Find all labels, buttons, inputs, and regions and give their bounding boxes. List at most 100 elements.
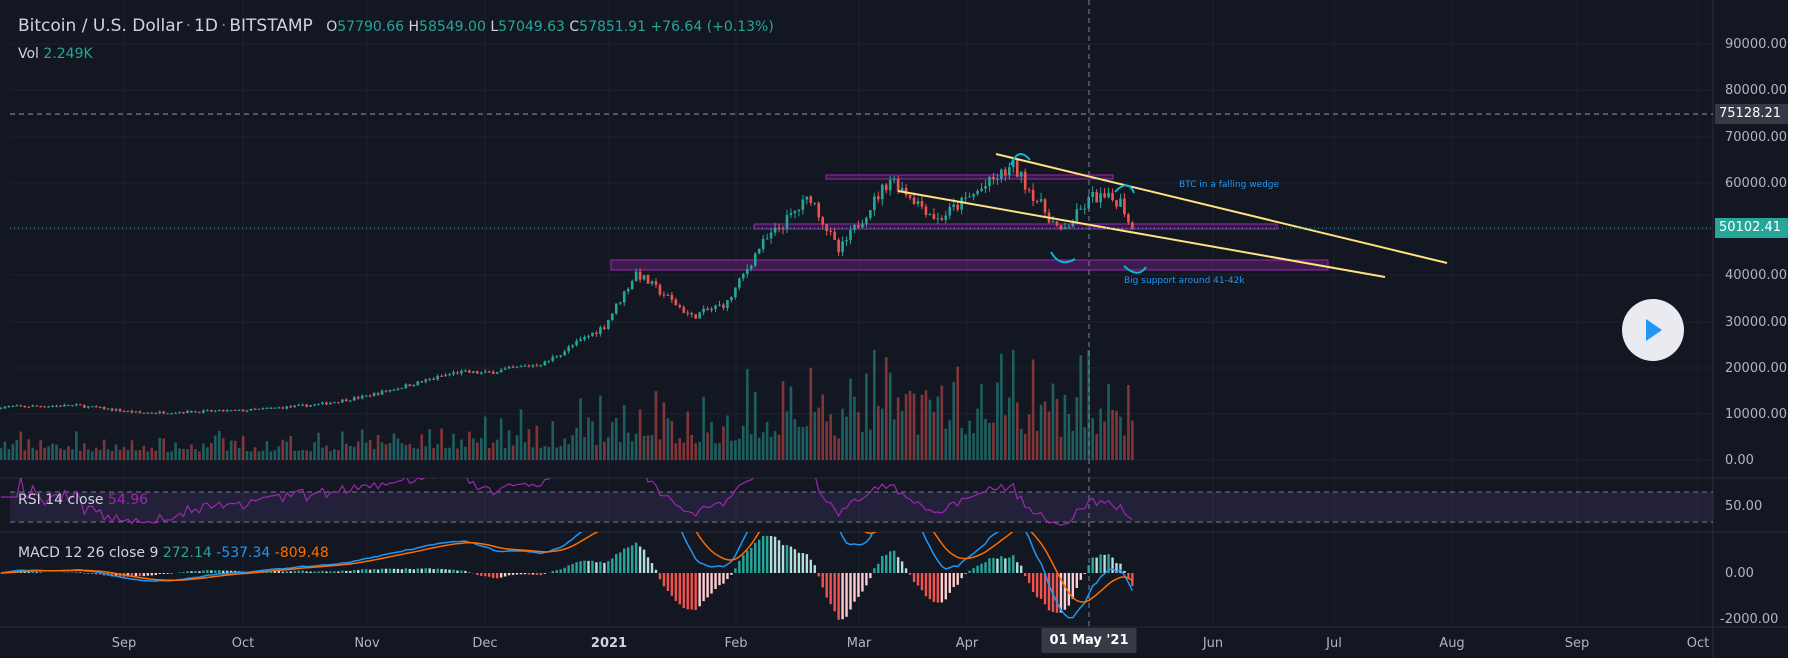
macd-hist-bar bbox=[551, 570, 554, 573]
volume-bar bbox=[229, 440, 233, 460]
volume-bar bbox=[297, 450, 300, 460]
macd-hist-bar bbox=[146, 573, 150, 576]
macd-hist-bar bbox=[714, 573, 717, 590]
volume-bar bbox=[1055, 398, 1059, 460]
candle-body bbox=[916, 201, 920, 204]
macd-hist-bar bbox=[372, 568, 376, 573]
last-price-tag: 50102.41 bbox=[1715, 218, 1788, 238]
macd-hist-bar bbox=[1111, 557, 1114, 573]
candle-body bbox=[182, 412, 185, 414]
macd-legend[interactable]: MACD 12 26 close 9 272.14 -537.34 -809.4… bbox=[18, 545, 329, 561]
candle-body bbox=[348, 400, 352, 402]
candle-body bbox=[444, 374, 447, 377]
candle-body bbox=[428, 378, 431, 380]
candle-body bbox=[630, 281, 634, 290]
candle-body bbox=[1031, 189, 1035, 201]
candle-body bbox=[1055, 221, 1059, 226]
annotation-support[interactable]: Big support around 41-42k bbox=[1124, 276, 1245, 286]
candle-body bbox=[452, 372, 455, 375]
macd-hist-bar bbox=[114, 573, 118, 577]
macd-hist-bar bbox=[353, 569, 356, 573]
volume-bar bbox=[642, 435, 646, 460]
volume-bar bbox=[352, 446, 356, 460]
candle-body bbox=[511, 366, 515, 368]
symbol-name[interactable]: Bitcoin / U.S. Dollar bbox=[18, 16, 183, 36]
volume-bar bbox=[1095, 433, 1098, 460]
candle-body bbox=[400, 388, 404, 390]
candle-body bbox=[384, 390, 388, 392]
volume-bar bbox=[769, 436, 773, 460]
candle-body bbox=[706, 308, 709, 311]
volume-bar bbox=[706, 432, 709, 460]
volume-bar bbox=[47, 446, 50, 460]
candle-body bbox=[110, 408, 114, 411]
candle-body bbox=[217, 409, 221, 411]
volume-bar bbox=[269, 451, 273, 460]
macd-hist-bar bbox=[1004, 558, 1007, 573]
macd-hist-bar bbox=[154, 573, 157, 576]
macd-hist-bar bbox=[301, 570, 304, 573]
volume-bar bbox=[460, 439, 463, 460]
volume-bar bbox=[948, 420, 952, 460]
macd-hist-bar bbox=[222, 570, 225, 573]
volume-bar bbox=[587, 417, 590, 460]
macd-hist-bar bbox=[515, 573, 519, 575]
macd-hist-bar bbox=[87, 573, 90, 574]
candle-body bbox=[702, 308, 705, 313]
volume-bar bbox=[3, 441, 7, 460]
volume-bar bbox=[241, 435, 245, 460]
candle-body bbox=[924, 206, 928, 215]
macd-hist-bar bbox=[638, 546, 642, 573]
volume-bar bbox=[853, 396, 856, 460]
chart-frame[interactable]: Bitcoin / U.S. Dollar · 1D · BITSTAMP O57790… bbox=[0, 0, 1788, 658]
macd-hist-bar bbox=[1027, 573, 1031, 584]
annotation-wedge[interactable]: BTC in a falling wedge bbox=[1179, 180, 1280, 190]
candle-body bbox=[1119, 198, 1122, 207]
candle-body bbox=[190, 410, 193, 413]
change-value: +76.64 (+0.13%) bbox=[650, 19, 774, 35]
volume-bar bbox=[503, 448, 507, 460]
volume-bar bbox=[341, 431, 344, 460]
candle-body bbox=[841, 241, 844, 253]
volume-bar bbox=[884, 357, 888, 460]
price-chart[interactable] bbox=[0, 0, 1788, 658]
volume-bar bbox=[337, 450, 340, 460]
volume-bar bbox=[841, 408, 844, 460]
candle-body bbox=[329, 402, 332, 405]
candle-body bbox=[888, 179, 892, 191]
candle-body bbox=[972, 194, 975, 197]
volume-bar bbox=[468, 431, 471, 460]
macd-hist-bar bbox=[289, 571, 292, 573]
candle-body bbox=[777, 227, 781, 229]
rsi-legend[interactable]: RSI 14 close 54.96 bbox=[18, 492, 148, 508]
volume-bar bbox=[150, 447, 154, 460]
time-tick: Aug bbox=[1439, 636, 1465, 651]
volume-bar bbox=[579, 398, 582, 460]
volume-bar bbox=[849, 378, 852, 460]
volume-legend[interactable]: Vol 2.249K bbox=[18, 46, 93, 62]
candle-body bbox=[547, 360, 551, 362]
volume-bar bbox=[813, 411, 817, 460]
volume-bar bbox=[376, 434, 380, 460]
candle-body bbox=[269, 407, 273, 409]
volume-bar bbox=[873, 350, 876, 460]
candle-body bbox=[317, 403, 320, 405]
macd-hist-bar bbox=[789, 546, 793, 573]
volume-bar bbox=[515, 435, 519, 460]
macd-hist-bar bbox=[777, 540, 781, 573]
replay-play-button[interactable] bbox=[1622, 299, 1684, 361]
macd-hist-bar bbox=[988, 558, 991, 573]
candles bbox=[0, 158, 1134, 415]
volume-bar bbox=[317, 432, 320, 460]
candle-body bbox=[698, 312, 701, 319]
macd-hist-bar bbox=[420, 568, 423, 573]
open-label: O bbox=[326, 19, 338, 35]
volume-bar bbox=[749, 434, 753, 460]
macd-hist-bar bbox=[432, 569, 435, 573]
macd-hist-bar bbox=[345, 570, 348, 573]
volume-bar bbox=[583, 436, 586, 460]
macd-hist-bar bbox=[158, 573, 161, 575]
volume-bar bbox=[420, 434, 424, 460]
macd-hist-bar bbox=[110, 573, 114, 577]
interval[interactable]: 1D bbox=[194, 16, 218, 36]
